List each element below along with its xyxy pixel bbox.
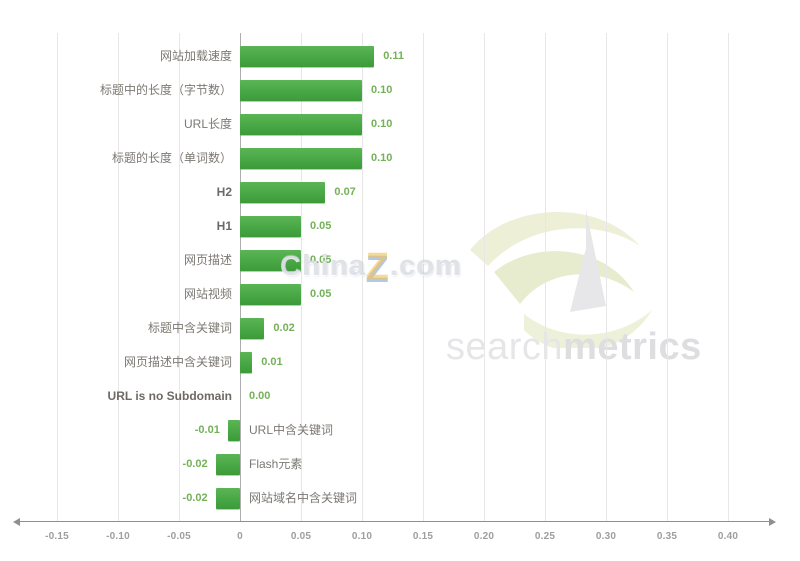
category-label: URL中含关键词 [249,423,334,437]
bar-8 [240,284,301,305]
gridline [178,33,180,521]
gridline [422,33,424,521]
x-tick-label: -0.05 [167,531,191,542]
category-label: 网页描述中含关键词 [123,355,232,369]
bar-10 [240,352,253,373]
gridline [483,33,485,521]
bar-1 [240,46,375,67]
value-label: -0.02 [182,492,208,504]
value-label: 0.05 [310,288,332,300]
bar-9 [240,318,265,339]
bar-2 [240,80,362,101]
x-tick-label: -0.10 [106,531,130,542]
value-label: 0.10 [371,118,393,130]
value-label: 0.00 [249,390,271,402]
value-label: 0.07 [334,186,356,198]
gridline [727,33,729,521]
gridline [544,33,546,521]
x-tick-label: 0.15 [412,531,434,542]
x-tick-label: 0.20 [473,531,495,542]
value-label: -0.02 [182,458,208,470]
category-label: 网页描述 [183,253,232,267]
category-label: 标题中的长度（字节数） [99,83,232,97]
category-label: URL is no Subdomain [107,389,232,403]
value-label: 0.05 [310,220,332,232]
bar-3 [240,114,362,135]
value-label: 0.11 [383,50,404,62]
value-label: 0.02 [273,322,295,334]
gridline [666,33,668,521]
bar-7 [240,250,301,271]
bar-5 [240,182,326,203]
gridline [361,33,363,521]
value-label: 0.10 [371,152,393,164]
x-tick-label: 0.40 [717,531,739,542]
x-tick-label: 0.30 [595,531,617,542]
chinaz-watermark-z: Z [365,246,390,288]
value-label: 0.10 [371,84,393,96]
x-axis-line [20,521,770,522]
axis-arrow-left-icon [13,517,20,526]
value-label: 0.01 [261,356,283,368]
chinaz-watermark-part3: .com [389,250,462,282]
category-label: Flash元素 [249,457,303,471]
bar-12 [227,420,240,441]
bar-14 [215,488,240,509]
gridline [117,33,119,521]
category-label: H1 [216,219,232,233]
value-label: -0.01 [194,424,220,436]
searchmetrics-wordmark: searchmetrics [446,326,702,369]
axis-arrow-right-icon [769,517,776,526]
x-tick-label: 0.25 [534,531,556,542]
gridline [56,33,58,521]
value-label: 0.05 [310,254,332,266]
x-tick-label: 0.05 [290,531,312,542]
bar-13 [215,454,240,475]
x-tick-label: 0 [237,531,243,542]
gridline [605,33,607,521]
category-label: URL长度 [183,117,232,131]
searchmetrics-wordmark-bold: metrics [563,326,702,368]
bar-6 [240,216,301,237]
chinaz-watermark: ChinaZ.com [280,246,461,289]
category-label: 标题中含关键词 [147,321,232,335]
x-tick-label: 0.10 [351,531,373,542]
searchmetrics-logo-icon [470,210,652,348]
chinaz-watermark-part1: China [280,250,366,282]
gridline [300,33,302,521]
x-tick-label: 0.35 [656,531,678,542]
category-label: H2 [216,185,232,199]
category-label: 网站加载速度 [159,49,232,63]
category-label: 网站视频 [183,287,232,301]
category-label: 标题的长度（单词数） [111,151,232,165]
searchmetrics-wordmark-light: search [446,326,564,368]
category-label: 网站域名中含关键词 [249,491,358,505]
x-tick-label: -0.15 [45,531,69,542]
zero-gridline [239,33,241,521]
bar-4 [240,148,362,169]
